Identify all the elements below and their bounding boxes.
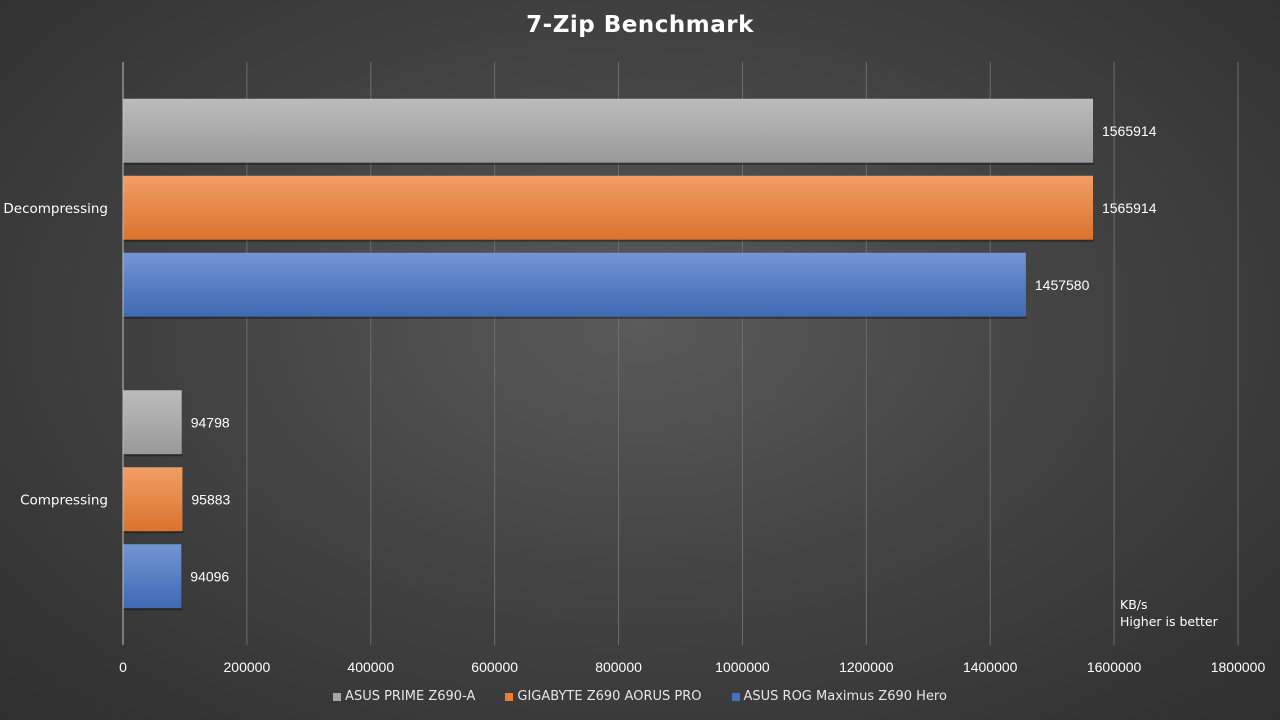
- legend-label: GIGABYTE Z690 AORUS PRO: [517, 689, 702, 704]
- category-label: Compressing: [20, 492, 108, 508]
- bar-shadow: [124, 454, 183, 457]
- bar: [123, 252, 1026, 317]
- bar: [123, 175, 1093, 240]
- data-label: 95883: [191, 491, 230, 507]
- chart-title: 7-Zip Benchmark: [526, 12, 754, 38]
- x-tick-label: 1800000: [1211, 659, 1266, 675]
- bar: [123, 98, 1093, 163]
- x-tick-label: 0: [119, 659, 127, 675]
- bar-shadow: [124, 608, 183, 611]
- legend-item: ASUS ROG Maximus Z690 Hero: [731, 689, 947, 704]
- legend-item: ASUS PRIME Z690-A: [333, 689, 475, 704]
- x-tick-label: 1400000: [963, 659, 1018, 675]
- bar: [123, 467, 183, 532]
- data-label: 1565914: [1102, 200, 1157, 216]
- bar-shadow: [124, 162, 1094, 165]
- data-label: 1565914: [1102, 123, 1157, 139]
- unit-note: KB/s: [1120, 597, 1148, 612]
- direction-note: Higher is better: [1120, 614, 1218, 629]
- bar: [123, 390, 182, 455]
- x-tick-label: 1600000: [1087, 659, 1142, 675]
- bars: [123, 98, 1094, 611]
- bar-shadow: [124, 239, 1094, 242]
- legend-swatch: [731, 692, 740, 701]
- legend-label: ASUS ROG Maximus Z690 Hero: [743, 689, 947, 704]
- data-label: 94798: [191, 414, 230, 430]
- legend: ASUS PRIME Z690-A GIGABYTE Z690 AORUS PRO…: [0, 689, 1280, 704]
- x-tick-label: 200000: [224, 659, 271, 675]
- x-tick-label: 1000000: [715, 659, 770, 675]
- x-tick-label: 600000: [471, 659, 518, 675]
- bar: [123, 544, 182, 609]
- axes: 0 200000 400000 600000 800000 1000000 1200000 1…: [3, 62, 1265, 675]
- bar-shadow: [124, 531, 184, 534]
- x-tick-label: 400000: [347, 659, 394, 675]
- bar-shadow: [124, 316, 1027, 319]
- legend-swatch: [333, 692, 342, 701]
- x-tick-label: 800000: [595, 659, 642, 675]
- data-label: 94096: [190, 568, 229, 584]
- category-label: Decompressing: [3, 201, 108, 217]
- data-label: 1457580: [1035, 277, 1090, 293]
- legend-label: ASUS PRIME Z690-A: [345, 689, 476, 704]
- legend-swatch: [505, 692, 514, 701]
- legend-item: GIGABYTE Z690 AORUS PRO: [505, 689, 702, 704]
- x-tick-label: 1200000: [839, 659, 894, 675]
- data-labels: 1565914 1565914 1457580 94798 95883 94096: [190, 123, 1156, 585]
